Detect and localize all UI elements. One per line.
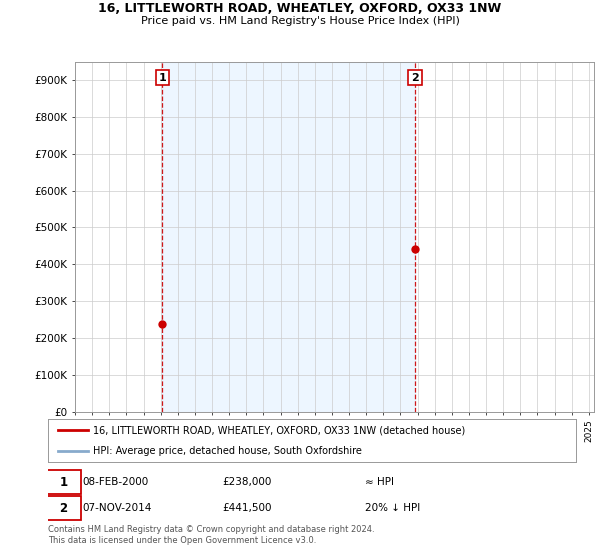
Text: 16, LITTLEWORTH ROAD, WHEATLEY, OXFORD, OX33 1NW: 16, LITTLEWORTH ROAD, WHEATLEY, OXFORD, … (98, 2, 502, 15)
Text: 16, LITTLEWORTH ROAD, WHEATLEY, OXFORD, OX33 1NW (detached house): 16, LITTLEWORTH ROAD, WHEATLEY, OXFORD, … (93, 425, 465, 435)
Text: Price paid vs. HM Land Registry's House Price Index (HPI): Price paid vs. HM Land Registry's House … (140, 16, 460, 26)
Text: 1: 1 (59, 476, 67, 489)
Text: ≈ HPI: ≈ HPI (365, 478, 394, 487)
Text: Contains HM Land Registry data © Crown copyright and database right 2024.
This d: Contains HM Land Registry data © Crown c… (48, 525, 374, 545)
Text: 07-NOV-2014: 07-NOV-2014 (82, 503, 152, 513)
Text: 2: 2 (59, 502, 67, 515)
Text: HPI: Average price, detached house, South Oxfordshire: HPI: Average price, detached house, Sout… (93, 446, 362, 456)
FancyBboxPatch shape (46, 470, 81, 494)
Text: £441,500: £441,500 (222, 503, 272, 513)
Bar (163, 62, 415, 412)
Text: 20% ↓ HPI: 20% ↓ HPI (365, 503, 420, 513)
Text: 1: 1 (158, 73, 166, 83)
Text: 08-FEB-2000: 08-FEB-2000 (82, 478, 149, 487)
FancyBboxPatch shape (46, 496, 81, 520)
Text: £238,000: £238,000 (222, 478, 272, 487)
Text: 2: 2 (411, 73, 419, 83)
